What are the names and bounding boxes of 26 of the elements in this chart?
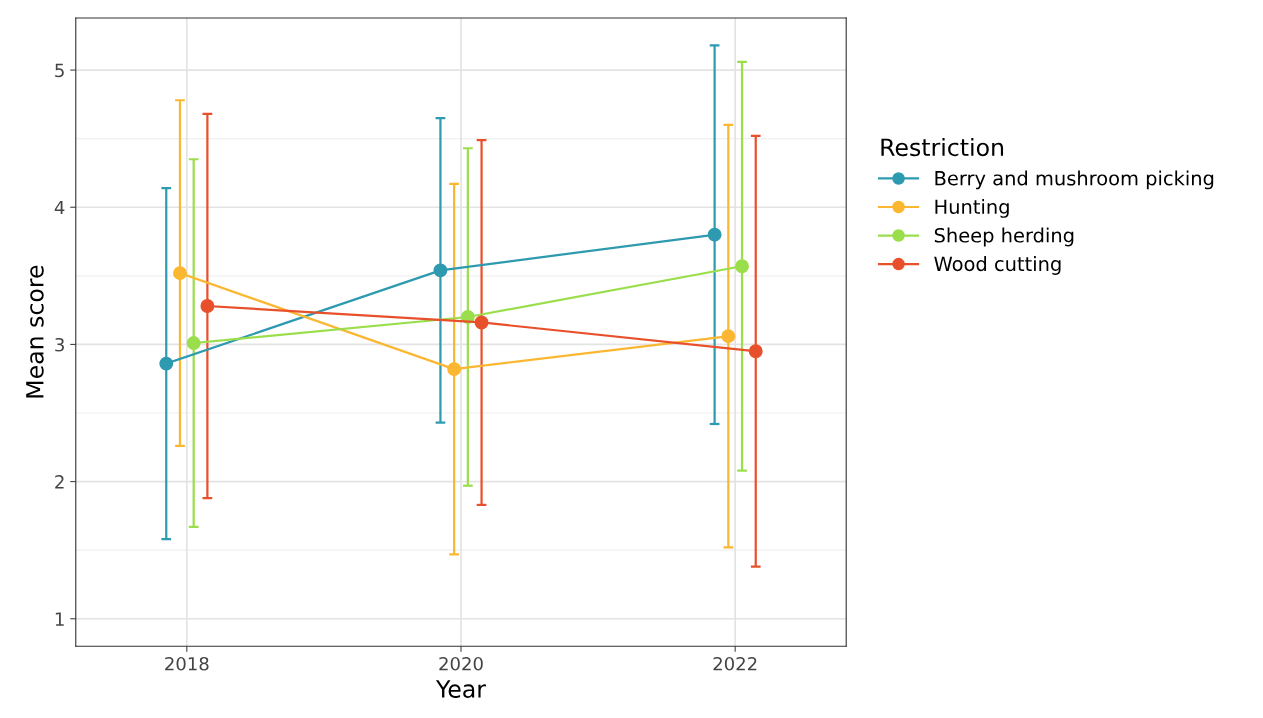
point (447, 362, 462, 377)
legend-title: Restriction (881, 137, 1004, 157)
legend-label: Hunting (935, 199, 1009, 218)
x-tick-label: 2022 (713, 656, 757, 671)
point (433, 263, 448, 278)
point (748, 344, 763, 359)
y-tick-label: 1 (55, 612, 64, 626)
x-tick-label: 2018 (165, 656, 209, 671)
point (474, 315, 489, 330)
y-tick-label: 3 (55, 337, 64, 352)
y-axis-title: Mean score (26, 265, 44, 398)
point (159, 356, 174, 371)
x-axis-title: Year (435, 680, 486, 698)
y-tick-label: 4 (54, 200, 65, 215)
legend-label: Sheep herding (934, 227, 1074, 247)
y-tick-label: 2 (55, 475, 64, 489)
point (721, 329, 736, 344)
legend-label: Wood cutting (934, 256, 1061, 275)
point (200, 299, 215, 313)
x-tick-label: 2020 (439, 656, 483, 671)
y-tick-label: 5 (55, 63, 64, 78)
point (173, 266, 187, 281)
point (735, 259, 749, 274)
point (707, 227, 722, 242)
legend-label: Berry and mushroom picking (935, 170, 1214, 190)
point (186, 336, 201, 350)
